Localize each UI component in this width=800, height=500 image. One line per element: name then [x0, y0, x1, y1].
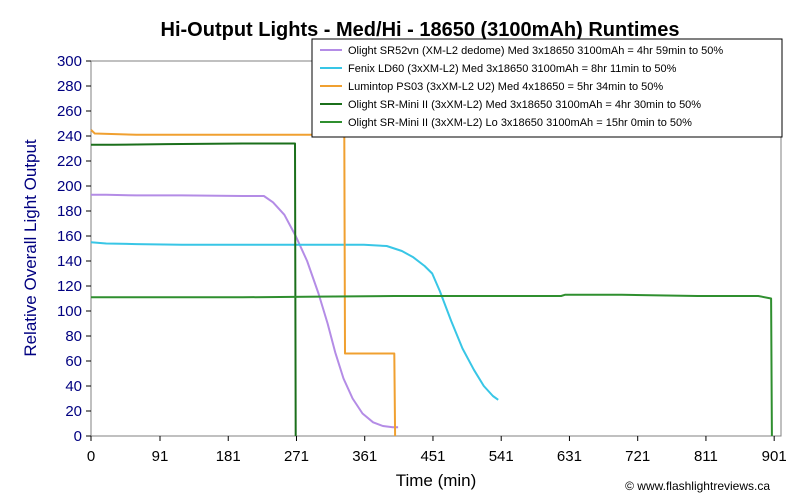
- y-tick-label: 120: [57, 278, 82, 295]
- series-line-3: [90, 129, 397, 437]
- legend-label-5: Olight SR-Mini II (3xXM-L2) Lo 3x18650 3…: [348, 117, 692, 129]
- y-tick-label: 140: [57, 253, 82, 270]
- y-axis-label: Relative Overall Light Output: [21, 139, 40, 357]
- x-tick-label: 901: [762, 448, 787, 465]
- y-axis: 0 20 40 60 80 100 120 140 160 180 200 220 240 260 280 3…: [57, 53, 91, 445]
- legend-box: [311, 38, 783, 138]
- y-tick-label: 100: [57, 303, 82, 320]
- y-tick-label: 240: [57, 128, 82, 145]
- y-tick-label: 60: [65, 353, 82, 370]
- chart-title: Hi-Output Lights - Med/Hi - 18650 (3100m…: [161, 19, 680, 41]
- x-tick-label: 0: [87, 448, 95, 465]
- legend-label-3: Lumintop PS03 (3xXM-L2 U2) Med 4x18650 =…: [348, 81, 663, 93]
- series-lines: [90, 129, 773, 437]
- y-tick-label: 200: [57, 178, 82, 195]
- x-tick-label: 361: [352, 448, 377, 465]
- x-axis-label: Time (min): [396, 471, 477, 490]
- legend-label-2: Fenix LD60 (3xXM-L2) Med 3x18650 3100mAh…: [348, 63, 677, 75]
- x-tick-label: 811: [694, 448, 718, 465]
- credit-text: © www.flashlightreviews.ca: [625, 479, 770, 493]
- y-tick-label: 40: [65, 378, 82, 395]
- x-axis: 0 91 181 271 361 451 541 631 721 811 901: [87, 436, 787, 465]
- legend: Olight SR52vn (XM-L2 dedome) Med 3x18650…: [311, 38, 783, 138]
- y-tick-label: 220: [57, 153, 82, 170]
- y-tick-label: 160: [57, 228, 82, 245]
- series-line-1: [91, 193, 399, 429]
- x-tick-label: 91: [152, 448, 169, 465]
- x-tick-label: 181: [216, 448, 241, 465]
- y-tick-label: 300: [57, 53, 82, 70]
- x-tick-label: 721: [625, 448, 650, 465]
- y-tick-label: 280: [57, 78, 82, 95]
- x-tick-label: 631: [557, 448, 582, 465]
- series-line-2: [90, 241, 499, 401]
- y-tick-label: 80: [65, 328, 82, 345]
- x-tick-label: 451: [420, 448, 445, 465]
- y-tick-label: 260: [57, 103, 82, 120]
- legend-label-4: Olight SR-Mini II (3xXM-L2) Med 3x18650 …: [348, 99, 701, 111]
- y-tick-label: 0: [74, 428, 82, 445]
- series-line-5: [91, 293, 773, 437]
- x-tick-label: 271: [284, 448, 309, 465]
- y-tick-label: 20: [65, 403, 82, 420]
- series-line-4: [91, 142, 297, 437]
- y-tick-label: 180: [57, 203, 82, 220]
- x-tick-label: 541: [489, 448, 514, 465]
- legend-label-1: Olight SR52vn (XM-L2 dedome) Med 3x18650…: [348, 45, 723, 57]
